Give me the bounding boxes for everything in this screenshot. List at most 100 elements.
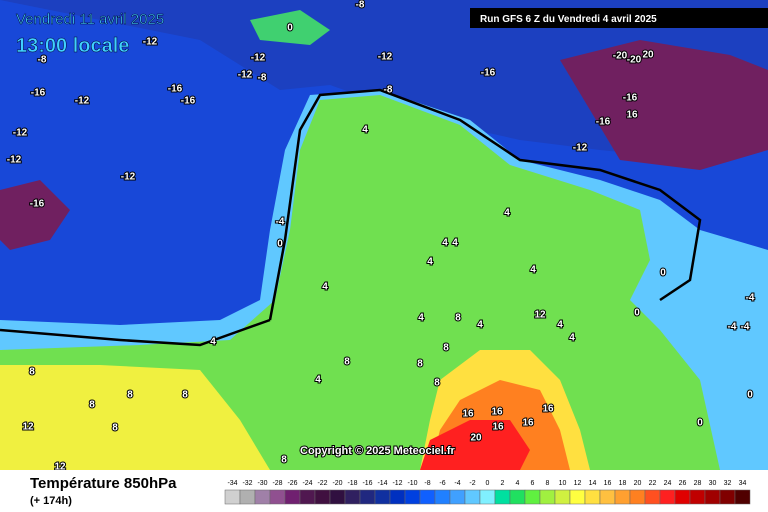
legend-swatch [464, 489, 481, 505]
legend-swatch [329, 489, 346, 505]
legend-tick-label: 6 [531, 480, 535, 487]
contour-label: 8 [434, 378, 440, 389]
cold-core [560, 40, 768, 170]
contour-label: -16 [30, 199, 45, 210]
legend-tick-label: 18 [619, 480, 627, 487]
legend-swatch [389, 489, 406, 505]
legend-swatch [254, 489, 271, 505]
legend-swatch [674, 489, 691, 505]
contour-label: -12 [378, 52, 393, 63]
legend-swatch [239, 489, 256, 505]
legend-swatch [599, 489, 616, 505]
contour-label: -16 [596, 117, 611, 128]
contour-label: -8 [356, 0, 365, 11]
legend-swatch [719, 489, 736, 505]
contour-label: 16 [491, 407, 503, 418]
contour-label: 0 [747, 390, 753, 401]
legend-tick-label: 2 [501, 480, 505, 487]
contour-label: 4 [530, 265, 536, 276]
legend-tick-label: -32 [242, 480, 252, 487]
legend-tick-label: -34 [227, 480, 237, 487]
contour-label: -4 [741, 322, 750, 333]
legend-swatch [659, 489, 676, 505]
legend-tick-label: 12 [574, 480, 582, 487]
zero-isotherm [268, 88, 702, 321]
contour-label: -8 [384, 85, 393, 96]
legend-tick-label: -14 [377, 480, 387, 487]
legend-swatch [419, 489, 436, 505]
legend-tick-label: -18 [347, 480, 357, 487]
contour-label: 0 [697, 418, 703, 429]
legend-tick-label: 8 [546, 480, 550, 487]
contour-label: 12 [534, 310, 546, 321]
legend-tick-label: -12 [392, 480, 402, 487]
contour-label: 8 [182, 390, 188, 401]
legend-tick-label: 4 [516, 480, 520, 487]
contour-label: -12 [7, 155, 22, 166]
copyright: Copyright © 2025 Meteociel.fr [300, 445, 456, 457]
contour-label: -12 [573, 143, 588, 154]
contour-label: -16 [31, 88, 46, 99]
legend-swatch [344, 489, 361, 505]
contour-label: -12 [121, 172, 136, 183]
contour-label: 8 [29, 367, 35, 378]
contour-label: 4 [452, 238, 458, 249]
legend-swatch [569, 489, 586, 505]
valid-time: 13:00 locale [16, 35, 129, 57]
contour-label: -12 [13, 128, 28, 139]
legend-tick-label: 22 [649, 480, 657, 487]
contour-label: 0 [634, 308, 640, 319]
legend-swatch [734, 489, 751, 505]
contour-label: -8 [258, 73, 267, 84]
legend-tick-label: -10 [407, 480, 417, 487]
contour-label: 16 [492, 422, 504, 433]
contour-label: 16 [542, 404, 554, 415]
legend-tick-label: -28 [272, 480, 282, 487]
legend-tick-label: -8 [424, 480, 430, 487]
legend-tick-label: 30 [709, 480, 717, 487]
legend-swatch [539, 489, 556, 505]
legend-swatch [434, 489, 451, 505]
legend-swatch [479, 489, 496, 505]
hot-core [420, 420, 530, 470]
contour-label: 8 [417, 359, 423, 370]
legend-swatch [374, 489, 391, 505]
contour-label: 4 [362, 125, 368, 136]
contour-label: 8 [344, 357, 350, 368]
contour-label: 20 [642, 50, 654, 61]
color-legend: -34 -32 -30 -28 -26 -24 -22 -20 -18 -16 -14 -12 -10-… [224, 480, 751, 505]
legend-tick-label: -26 [287, 480, 297, 487]
contour-label: 4 [210, 337, 216, 348]
legend-swatch [449, 489, 466, 505]
legend-swatch [554, 489, 571, 505]
contour-label: -12 [75, 96, 90, 107]
legend-swatch [704, 489, 721, 505]
contour-label: 4 [569, 333, 575, 344]
contour-label: 4 [504, 208, 510, 219]
legend-swatch [509, 489, 526, 505]
cold-region [0, 0, 768, 160]
legend-swatch [284, 489, 301, 505]
legend-tick-label: 14 [589, 480, 597, 487]
contour-label: 8 [281, 455, 287, 466]
legend-tick-label: -20 [332, 480, 342, 487]
legend-tick-label: 34 [739, 480, 747, 487]
legend-tick-label: 16 [604, 480, 612, 487]
legend-tick-label: 26 [679, 480, 687, 487]
contour-label: -4 [746, 293, 755, 304]
legend-tick-label: 28 [694, 480, 702, 487]
valid-date: Vendredi 11 avril 2025 [16, 11, 164, 28]
contour-label: -16 [481, 68, 496, 79]
contour-labels: 0-8-12-12-12-12 -8 -16-20 20-20-8-16-12-16-… [6, 0, 756, 474]
contour-label: 4 [427, 257, 433, 268]
legend-tick-label: 0 [486, 480, 490, 487]
contour-label: 4 [557, 320, 563, 331]
legend-tick-label: -16 [362, 480, 372, 487]
contour-label: -16 [181, 96, 196, 107]
legend-swatch [359, 489, 376, 505]
contour-label: 8 [89, 400, 95, 411]
legend-tick-label: -22 [317, 480, 327, 487]
legend-swatch [314, 489, 331, 505]
contour-label: 0 [287, 23, 293, 34]
